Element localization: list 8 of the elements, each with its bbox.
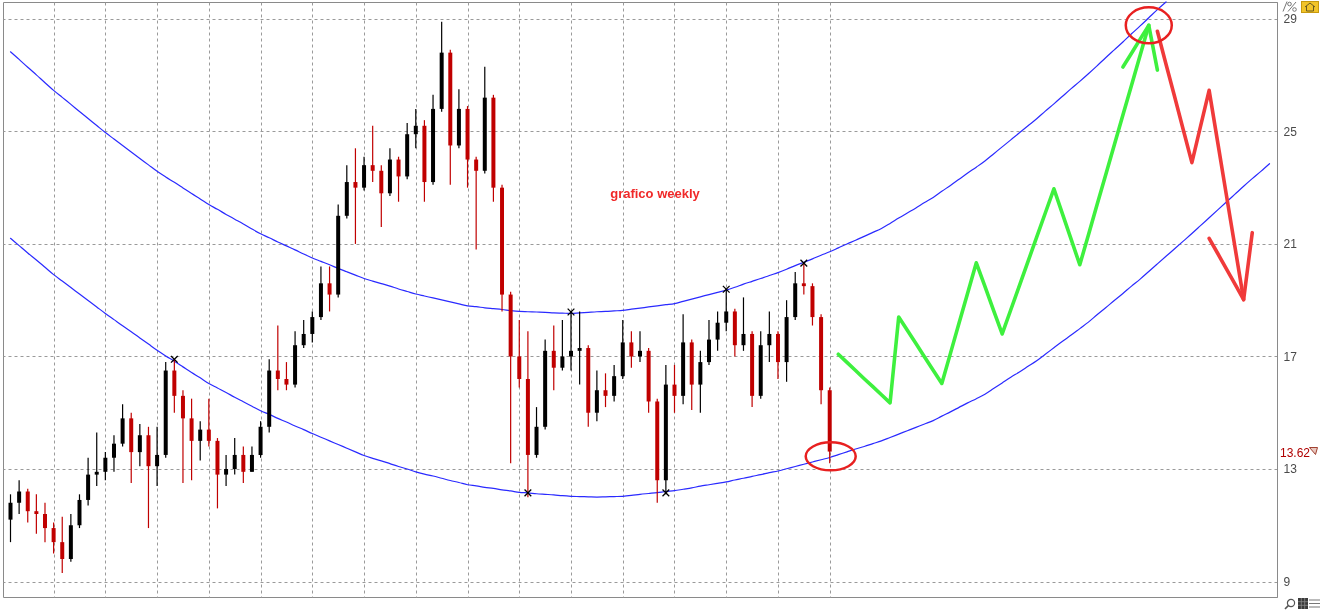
annotation: grafico weekly [610,186,701,201]
y-tick-label: 25 [1283,124,1298,139]
y-tick-label: 9 [1283,575,1291,590]
y-tick-label: 21 [1283,237,1298,252]
y-tick-label: 13 [1283,462,1298,477]
text: 13.62 [1280,446,1311,460]
y-tick-label: 17 [1283,349,1298,364]
y-tick-label: 29 [1283,12,1298,27]
